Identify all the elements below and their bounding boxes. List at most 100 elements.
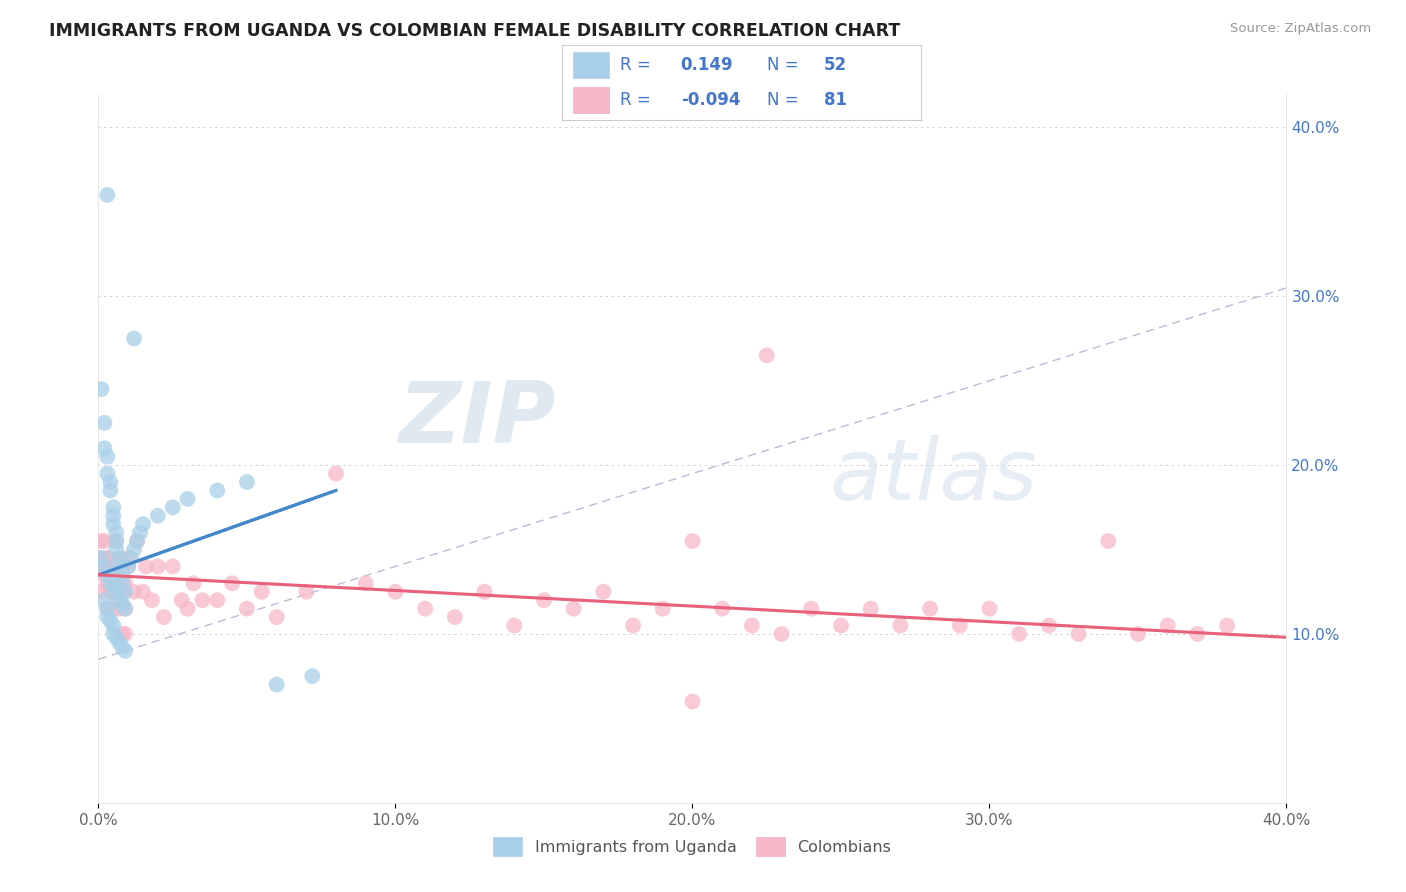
Point — [98, 614, 121, 628]
Point — [135, 559, 157, 574]
Text: N =: N = — [766, 56, 799, 74]
Text: 0.149: 0.149 — [681, 56, 734, 74]
Point — [117, 551, 139, 566]
Point — [120, 551, 142, 566]
Point — [141, 593, 163, 607]
Point — [114, 584, 136, 599]
Point — [98, 584, 121, 599]
Point — [111, 584, 134, 599]
Point — [103, 567, 125, 582]
Point — [98, 559, 121, 574]
Text: R =: R = — [620, 91, 651, 109]
Point — [96, 551, 118, 566]
Point — [96, 467, 118, 481]
Point — [354, 576, 377, 591]
Point — [98, 576, 121, 591]
Point — [103, 517, 125, 532]
Point — [105, 630, 128, 644]
Point — [108, 559, 131, 574]
Point — [205, 483, 228, 498]
Point — [681, 534, 703, 549]
Point — [111, 640, 134, 655]
Point — [98, 584, 121, 599]
Point — [105, 534, 128, 549]
Point — [90, 584, 112, 599]
Point — [889, 618, 911, 632]
Point — [325, 467, 347, 481]
FancyBboxPatch shape — [574, 87, 609, 112]
Point — [413, 601, 436, 615]
Point — [105, 559, 128, 574]
Point — [105, 525, 128, 540]
Point — [103, 584, 125, 599]
Point — [90, 382, 112, 396]
Point — [474, 584, 496, 599]
Point — [711, 601, 734, 615]
Point — [96, 567, 118, 582]
Point — [105, 534, 128, 549]
Point — [93, 416, 115, 430]
Point — [105, 584, 128, 599]
Text: Source: ZipAtlas.com: Source: ZipAtlas.com — [1230, 22, 1371, 36]
Point — [93, 559, 115, 574]
Point — [755, 348, 778, 362]
Point — [1038, 618, 1060, 632]
Point — [1008, 627, 1031, 641]
Point — [125, 534, 148, 549]
Point — [90, 534, 112, 549]
Point — [103, 580, 125, 594]
Point — [301, 669, 323, 683]
Point — [122, 331, 145, 345]
Point — [236, 601, 259, 615]
Point — [105, 542, 128, 557]
Point — [176, 601, 198, 615]
Point — [562, 601, 585, 615]
Point — [108, 576, 131, 591]
Point — [770, 627, 793, 641]
Point — [117, 559, 139, 574]
Point — [93, 534, 115, 549]
Text: -0.094: -0.094 — [681, 91, 740, 109]
Point — [146, 559, 169, 574]
Point — [114, 601, 136, 615]
Point — [170, 593, 193, 607]
Point — [103, 618, 125, 632]
Point — [152, 610, 174, 624]
Point — [800, 601, 823, 615]
Text: R =: R = — [620, 56, 651, 74]
Point — [108, 635, 131, 649]
Point — [111, 576, 134, 591]
Point — [979, 601, 1001, 615]
Point — [250, 584, 273, 599]
Point — [93, 442, 115, 455]
Point — [295, 584, 318, 599]
Point — [176, 491, 198, 506]
Point — [108, 551, 131, 566]
Point — [111, 597, 134, 611]
Point — [443, 610, 465, 624]
Point — [114, 644, 136, 658]
Point — [1126, 627, 1149, 641]
Point — [114, 627, 136, 641]
Point — [103, 601, 125, 615]
Point — [114, 576, 136, 591]
Point — [132, 517, 155, 532]
Point — [949, 618, 972, 632]
Point — [125, 534, 148, 549]
Point — [830, 618, 852, 632]
Text: ZIP: ZIP — [398, 378, 555, 461]
Point — [98, 475, 121, 489]
Point — [90, 551, 112, 566]
Point — [111, 559, 134, 574]
Point — [129, 525, 152, 540]
Point — [651, 601, 673, 615]
Point — [105, 584, 128, 599]
Point — [93, 593, 115, 607]
Point — [96, 601, 118, 615]
Point — [108, 601, 131, 615]
Point — [1097, 534, 1119, 549]
Point — [266, 610, 288, 624]
Point — [681, 694, 703, 708]
Point — [592, 584, 614, 599]
Point — [96, 610, 118, 624]
